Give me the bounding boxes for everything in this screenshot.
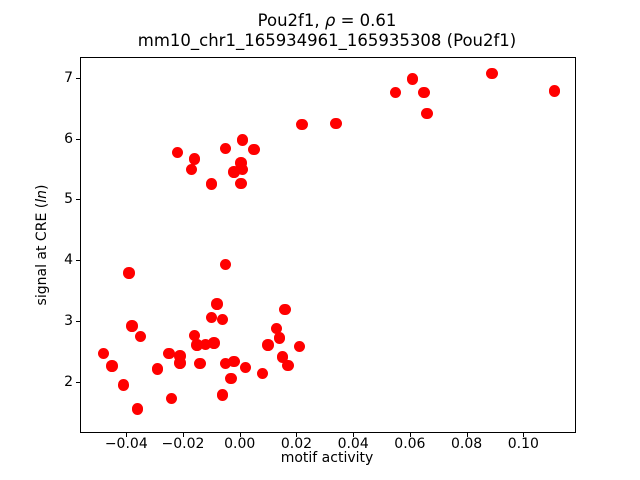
x-tick-mark — [183, 432, 184, 437]
data-point — [239, 361, 252, 374]
data-point — [174, 350, 186, 362]
y-tick-label: 3 — [64, 313, 73, 330]
data-point — [216, 313, 229, 326]
y-axis-label-ln: ln — [34, 190, 50, 203]
data-point — [270, 322, 283, 335]
x-tick-mark — [466, 432, 468, 437]
chart-title: Pou2f1, ρ = 0.61 mm10_chr1_165934961_165… — [138, 11, 517, 50]
data-point — [389, 86, 402, 99]
data-point — [235, 157, 247, 169]
x-tick-mark — [126, 432, 128, 437]
data-point — [330, 117, 342, 130]
data-point — [97, 347, 110, 360]
data-point — [219, 357, 232, 370]
data-point — [165, 392, 178, 405]
data-point — [126, 320, 138, 332]
data-point — [106, 360, 118, 372]
data-point — [211, 298, 223, 310]
y-tick-mark — [75, 77, 80, 79]
x-tick-label: 0.04 — [337, 436, 369, 452]
x-tick-mark — [353, 432, 355, 437]
plot-area — [79, 57, 576, 433]
x-tick-label: 0.08 — [451, 436, 483, 452]
x-tick-label: 0.06 — [394, 436, 426, 452]
x-tick-mark — [239, 432, 241, 437]
y-tick-label: 6 — [64, 130, 73, 147]
x-tick-mark — [409, 432, 411, 437]
data-point — [188, 329, 201, 342]
data-point — [225, 372, 237, 385]
data-point — [163, 347, 175, 360]
title-text: Pou2f1, — [257, 11, 325, 30]
data-point — [174, 357, 186, 369]
y-tick-label: 4 — [64, 252, 73, 269]
data-point — [236, 134, 249, 146]
y-tick-label: 5 — [64, 191, 73, 208]
x-tick-label: −0.02 — [161, 436, 205, 452]
y-tick-mark — [75, 138, 80, 140]
data-point — [406, 73, 419, 85]
data-point — [418, 86, 430, 99]
data-point — [228, 355, 240, 368]
y-tick-mark — [75, 321, 80, 323]
data-point — [248, 143, 260, 156]
y-axis-label: signal at CRE (ln) — [34, 185, 50, 306]
chart-title-line-2: mm10_chr1_165934961_165935308 (Pou2f1) — [137, 30, 517, 50]
data-point — [256, 367, 269, 380]
data-point — [188, 153, 201, 165]
data-point — [117, 379, 130, 391]
data-point — [199, 338, 212, 350]
y-axis-label-text: signal at CRE ( — [34, 202, 50, 306]
data-point — [235, 177, 247, 190]
y-tick-mark — [75, 381, 80, 383]
data-point — [262, 339, 274, 351]
data-point — [216, 389, 229, 401]
data-point — [134, 330, 147, 343]
title-text: = 0.61 — [335, 11, 397, 30]
y-tick-label: 2 — [64, 373, 73, 390]
data-point — [191, 339, 203, 351]
x-tick-label: 0.10 — [507, 436, 539, 452]
data-point — [171, 146, 184, 159]
data-point — [205, 311, 218, 324]
data-point — [293, 340, 306, 353]
chart-title-line-1: Pou2f1, ρ = 0.61 — [138, 11, 517, 31]
x-tick-label: 0.00 — [224, 436, 256, 452]
data-point — [273, 332, 286, 344]
data-point — [151, 363, 164, 375]
data-point — [486, 67, 498, 80]
data-point — [219, 142, 232, 155]
data-point — [185, 163, 198, 176]
y-tick-label: 7 — [64, 69, 73, 86]
data-point — [279, 303, 291, 316]
title-rho-symbol: ρ — [324, 11, 336, 30]
x-tick-label: 0.02 — [280, 436, 313, 452]
data-point — [236, 163, 249, 176]
data-point — [208, 337, 220, 349]
data-point — [276, 351, 289, 363]
y-axis-label-text: ) — [34, 184, 50, 191]
data-point — [123, 267, 135, 279]
data-point — [421, 107, 433, 120]
x-tick-mark — [296, 432, 298, 437]
data-point — [205, 178, 218, 190]
data-point — [228, 166, 240, 178]
data-point — [548, 85, 561, 97]
y-tick-mark — [75, 260, 80, 262]
data-point — [282, 359, 294, 372]
data-point — [296, 118, 308, 131]
data-point — [194, 357, 206, 370]
data-point — [131, 403, 144, 415]
data-point — [219, 258, 232, 271]
y-tick-mark — [75, 199, 80, 201]
x-tick-mark — [523, 432, 525, 437]
x-axis-label: motif activity — [280, 450, 374, 466]
x-tick-label: −0.04 — [104, 436, 148, 452]
